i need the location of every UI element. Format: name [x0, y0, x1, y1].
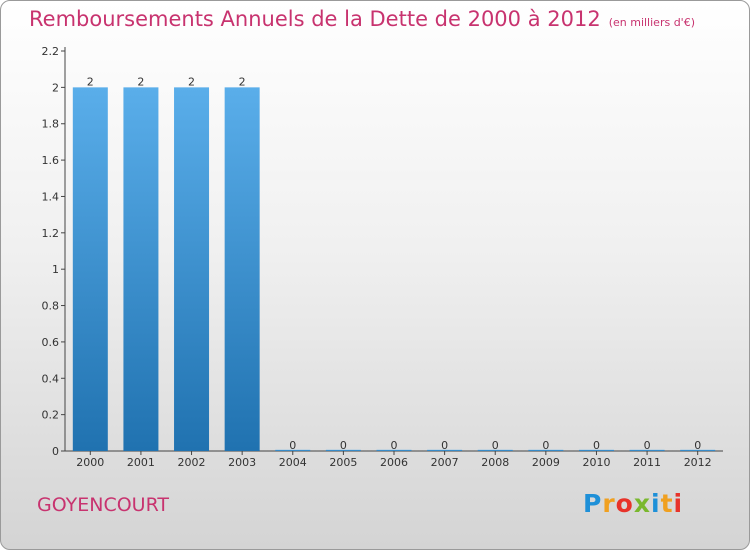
- data-label-2012: 0: [694, 439, 701, 452]
- data-label-2000: 2: [87, 75, 94, 88]
- logo-letter: t: [660, 489, 674, 518]
- x-tick-label: 2004: [279, 456, 307, 469]
- data-label-2007: 0: [441, 439, 448, 452]
- y-tick-label: 0.4: [42, 372, 60, 385]
- x-tick-label: 2002: [178, 456, 206, 469]
- logo-letter: i: [651, 489, 661, 518]
- x-tick-label: 2005: [329, 456, 357, 469]
- y-tick-label: 1.8: [42, 118, 60, 131]
- title-main: Remboursements Annuels de la Dette de 20…: [29, 7, 601, 31]
- bar-2010[interactable]: [578, 449, 614, 451]
- data-label-2004: 0: [289, 439, 296, 452]
- bar-2011[interactable]: [629, 449, 665, 451]
- bar-2006[interactable]: [376, 449, 412, 451]
- x-tick-label: 2006: [380, 456, 408, 469]
- y-tick-label: 1.4: [42, 190, 60, 203]
- x-tick-label: 2009: [532, 456, 560, 469]
- logo-letter: o: [615, 489, 634, 518]
- bar-2004[interactable]: [275, 449, 311, 451]
- x-tick-label: 2010: [582, 456, 610, 469]
- data-label-2003: 2: [239, 75, 246, 88]
- bar-2001[interactable]: [123, 87, 159, 451]
- data-label-2008: 0: [492, 439, 499, 452]
- bar-2008[interactable]: [477, 449, 513, 451]
- x-tick-label: 2003: [228, 456, 256, 469]
- data-label-2010: 0: [593, 439, 600, 452]
- y-tick-label: 0: [52, 445, 59, 458]
- proxiti-logo[interactable]: Proxiti: [583, 489, 683, 518]
- bar-2000[interactable]: [72, 87, 108, 451]
- logo-letter: r: [602, 489, 616, 518]
- bar-2007[interactable]: [427, 449, 463, 451]
- title-unit: (en milliers d'€): [608, 16, 695, 29]
- y-tick-label: 0.2: [42, 409, 60, 422]
- x-tick-label: 2001: [127, 456, 155, 469]
- commune-name: GOYENCOURT: [37, 494, 170, 516]
- data-label-2006: 0: [391, 439, 398, 452]
- bar-2009[interactable]: [528, 449, 564, 451]
- data-label-2009: 0: [542, 439, 549, 452]
- y-tick-label: 0.6: [42, 336, 60, 349]
- data-label-2001: 2: [137, 75, 144, 88]
- y-tick-label: 1: [52, 263, 59, 276]
- x-tick-label: 2000: [76, 456, 104, 469]
- logo-letter: i: [673, 489, 684, 518]
- data-label-2002: 2: [188, 75, 195, 88]
- data-label-2005: 0: [340, 439, 347, 452]
- y-tick-label: 2.2: [42, 45, 60, 58]
- y-tick-label: 2: [52, 81, 59, 94]
- logo-letter: x: [633, 489, 651, 518]
- bar-2005[interactable]: [325, 449, 361, 451]
- y-tick-label: 1.2: [42, 227, 60, 240]
- x-tick-label: 2012: [684, 456, 712, 469]
- bar-2002[interactable]: [174, 87, 210, 451]
- x-tick-label: 2008: [481, 456, 509, 469]
- x-tick-label: 2011: [633, 456, 661, 469]
- data-label-2011: 0: [644, 439, 651, 452]
- x-tick-label: 2007: [431, 456, 459, 469]
- y-tick-label: 0.8: [42, 300, 60, 313]
- logo-letter: P: [583, 489, 603, 518]
- bar-2003[interactable]: [224, 87, 260, 451]
- bar-2012[interactable]: [680, 449, 716, 451]
- y-tick-label: 1.6: [42, 154, 60, 167]
- chart-title: Remboursements Annuels de la Dette de 20…: [29, 7, 695, 31]
